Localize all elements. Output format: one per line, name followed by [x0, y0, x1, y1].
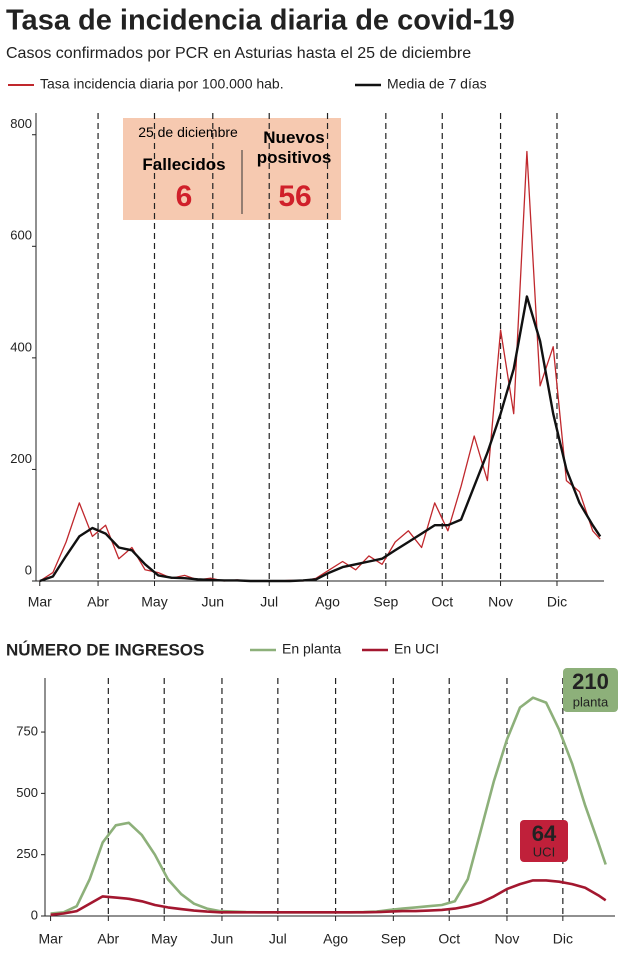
annotation-label: UCI: [533, 844, 555, 859]
callout-value: 56: [278, 180, 312, 213]
x-tick-label: Sep: [373, 594, 398, 610]
line: [39, 295, 602, 583]
line: [50, 879, 607, 917]
callout-date: 25 de diciembre: [138, 124, 238, 140]
x-tick-label: Mar: [39, 931, 63, 947]
x-tick-label: Nov: [495, 931, 520, 947]
y-tick-label: 600: [10, 228, 32, 243]
x-tick-label: Nov: [488, 594, 513, 610]
x-tick-label: Ago: [323, 931, 348, 947]
annotation-value: 64: [532, 821, 557, 846]
x-tick-label: Ago: [315, 594, 340, 610]
x-tick-label: Jul: [269, 931, 287, 947]
x-tick-label: Oct: [431, 594, 453, 610]
x-tick-label: Sep: [381, 931, 406, 947]
annotation-value: 210: [572, 669, 609, 694]
chart-title: NÚMERO DE INGRESOS: [6, 640, 204, 659]
chart-title: Tasa de incidencia diaria de covid-19: [6, 5, 515, 37]
legend-label: En planta: [282, 641, 341, 657]
x-tick-label: Jun: [211, 931, 234, 947]
x-tick-label: Abr: [97, 931, 119, 947]
x-tick-label: Dic: [547, 594, 567, 610]
line: [50, 696, 607, 915]
callout-box: [123, 118, 341, 220]
x-tick-label: May: [151, 931, 177, 947]
chart-subtitle: Casos confirmados por PCR en Asturias ha…: [6, 45, 471, 62]
callout-label: Nuevos positivos: [256, 128, 332, 167]
annotation-box: [563, 668, 618, 712]
x-tick-label: Jun: [202, 594, 225, 610]
x-tick-label: Dic: [553, 931, 573, 947]
annotation-label: planta: [573, 694, 609, 709]
y-tick-label: 500: [16, 785, 38, 800]
x-tick-label: Abr: [87, 594, 109, 610]
x-tick-label: May: [141, 594, 167, 610]
legend-label: En UCI: [394, 641, 439, 657]
y-tick-label: 200: [10, 451, 32, 466]
x-tick-label: Jul: [260, 594, 278, 610]
y-tick-label: 800: [10, 116, 32, 131]
x-tick-label: Oct: [438, 931, 460, 947]
y-tick-label: 750: [16, 723, 38, 738]
legend-label: Tasa incidencia diaria por 100.000 hab.: [40, 76, 284, 92]
callout-label: Fallecidos: [142, 155, 226, 174]
y-tick-label: 250: [16, 846, 38, 861]
y-tick-label: 400: [10, 339, 32, 354]
y-tick-label: 0: [31, 907, 38, 922]
y-tick-label: 0: [25, 562, 32, 577]
legend-label: Media de 7 días: [387, 76, 487, 92]
annotation-box: [520, 820, 568, 862]
callout-value: 6: [175, 180, 193, 213]
x-tick-label: Mar: [28, 594, 52, 610]
